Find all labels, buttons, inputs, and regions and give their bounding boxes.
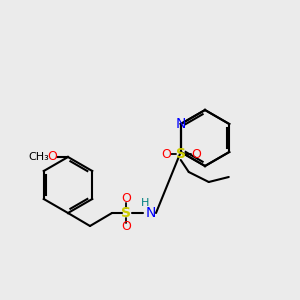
Text: O: O	[121, 220, 131, 233]
Text: S: S	[176, 147, 186, 161]
Text: O: O	[47, 151, 57, 164]
Text: N: N	[146, 206, 156, 220]
Text: O: O	[121, 193, 131, 206]
Text: H: H	[141, 198, 149, 208]
Text: O: O	[191, 148, 201, 160]
Text: S: S	[121, 206, 131, 220]
Text: N: N	[176, 117, 186, 131]
Text: CH₃: CH₃	[28, 152, 50, 162]
Text: O: O	[161, 148, 171, 160]
